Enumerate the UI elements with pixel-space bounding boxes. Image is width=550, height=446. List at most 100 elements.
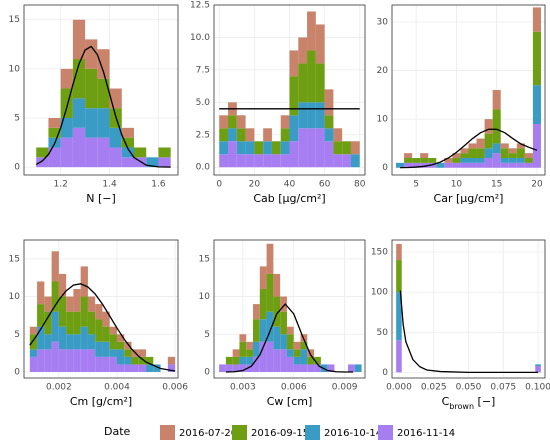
histogram-bar xyxy=(280,311,287,335)
histogram-bar xyxy=(293,349,301,357)
histogram-bar xyxy=(253,341,260,357)
x-axis-title: N [−] xyxy=(86,192,116,205)
x-axis-title: Car [µg/cm²] xyxy=(434,192,504,205)
histogram-bar xyxy=(102,356,110,372)
histogram-bar xyxy=(121,147,134,158)
histogram-bar xyxy=(508,148,517,154)
histogram-bar xyxy=(484,148,493,158)
histogram-bar xyxy=(29,326,38,335)
histogram-bar xyxy=(138,364,147,372)
histogram-bar xyxy=(508,162,517,168)
histogram-bar xyxy=(254,141,264,155)
histogram-bar xyxy=(121,127,134,138)
y-tick-label: 0 xyxy=(382,163,388,173)
x-tick-label: 1.4 xyxy=(102,180,117,190)
legend-title: Date xyxy=(104,425,131,438)
fit-curve xyxy=(29,283,176,372)
histogram-bar xyxy=(29,349,38,357)
histogram-bar xyxy=(116,364,125,372)
histogram-bar xyxy=(484,133,493,149)
histogram-bar xyxy=(396,162,405,168)
histogram-bar xyxy=(228,141,237,168)
histogram-bar xyxy=(532,85,541,124)
histogram-bar xyxy=(468,158,477,163)
y-tick-label: 150 xyxy=(371,248,388,258)
histogram-bar xyxy=(246,349,254,357)
histogram-bar xyxy=(73,334,81,350)
histogram-bar xyxy=(60,137,73,168)
x-tick-label: 80 xyxy=(354,180,366,190)
y-tick-label: 0 xyxy=(204,367,210,377)
y-tick-label: 30 xyxy=(377,18,389,28)
histogram-bar xyxy=(280,349,287,372)
panel-border xyxy=(23,4,179,176)
x-tick-label: 60 xyxy=(319,180,331,190)
histogram-bar xyxy=(158,147,171,158)
histogram-bar xyxy=(293,341,301,350)
y-tick-label: 15 xyxy=(9,15,20,25)
histogram-bar xyxy=(298,37,308,64)
histogram-bar xyxy=(116,334,125,342)
panel: 0 5 10 15 0.003 0.006 0.009 Cw [cm] xyxy=(199,239,366,408)
histogram-bar xyxy=(492,109,501,144)
histogram-bar xyxy=(239,334,247,342)
histogram-bar xyxy=(131,364,139,372)
histogram-bar xyxy=(324,89,334,116)
histogram-bar xyxy=(97,78,110,109)
histogram-bar xyxy=(102,311,110,327)
histogram-bar xyxy=(259,341,267,372)
histogram-bar xyxy=(236,115,246,129)
histogram-bar xyxy=(37,304,45,327)
histogram-bar xyxy=(95,304,103,320)
histogram-bar xyxy=(87,334,96,350)
histogram-bar xyxy=(58,349,67,372)
histogram-bar xyxy=(307,102,316,129)
x-tick-label: 1.6 xyxy=(151,180,166,190)
histogram-bar xyxy=(271,141,281,155)
x-tick-label: 5 xyxy=(413,180,419,190)
histogram-bar xyxy=(492,143,501,154)
panel-border xyxy=(213,239,366,379)
histogram-bar xyxy=(289,141,299,168)
x-tick-label: 0.009 xyxy=(332,383,358,393)
histogram-bar xyxy=(85,137,98,168)
histogram-bar xyxy=(404,153,413,158)
histogram-bar xyxy=(44,349,52,372)
histogram-bar xyxy=(259,319,267,342)
histogram-bar xyxy=(354,364,362,372)
histogram-bar xyxy=(280,334,287,350)
histogram-bar xyxy=(300,349,308,365)
histogram-bar xyxy=(468,143,477,149)
legend-key xyxy=(232,425,247,440)
histogram-bar xyxy=(524,158,533,163)
histogram-bar xyxy=(263,154,272,168)
histogram-bar xyxy=(245,128,255,142)
histogram-bar xyxy=(412,162,421,168)
histogram-bar xyxy=(239,356,247,365)
histogram-bar xyxy=(80,296,88,327)
histogram-bar xyxy=(97,108,110,138)
y-tick-label: 10.0 xyxy=(190,33,210,43)
histogram-bar xyxy=(324,128,334,142)
histogram-bar xyxy=(307,349,315,357)
histogram-bar xyxy=(286,326,294,335)
legend-label: 2016-09-15 xyxy=(251,428,309,439)
panel: 0 5 10 15 0.002 0.004 0.006 Cm [g/cm²] xyxy=(9,239,188,408)
histogram-bar xyxy=(460,158,469,163)
histogram-bar xyxy=(60,118,73,138)
panel: 0.0 2.5 5.0 7.5 10.0 12.5 0 20 40 60 80 Cab [µg/cm²… xyxy=(190,1,366,206)
legend-key xyxy=(305,425,320,440)
histogram-bar xyxy=(532,7,541,32)
histogram-bar xyxy=(239,364,247,372)
histogram-bar xyxy=(492,90,501,110)
histogram-bar xyxy=(315,24,325,64)
x-axis-title: Cm [g/cm²] xyxy=(70,395,132,408)
y-tick-label: 0.0 xyxy=(196,163,211,173)
histogram-bar xyxy=(396,292,402,341)
histogram-bar xyxy=(121,157,134,168)
histogram-bar xyxy=(97,49,110,79)
y-tick-label: 5 xyxy=(14,114,20,124)
histogram-bar xyxy=(315,63,325,103)
panel-border xyxy=(23,239,179,379)
histogram-bar xyxy=(72,98,86,128)
